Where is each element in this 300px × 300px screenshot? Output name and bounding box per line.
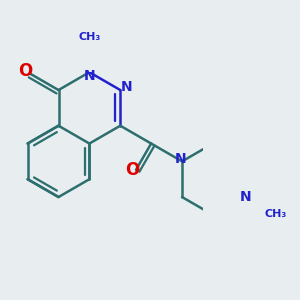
- Text: N: N: [120, 80, 132, 94]
- Text: CH₃: CH₃: [265, 209, 287, 219]
- Text: N: N: [175, 152, 187, 166]
- Text: O: O: [125, 161, 140, 179]
- Text: CH₃: CH₃: [78, 32, 100, 42]
- Text: N: N: [240, 190, 252, 204]
- Text: N: N: [84, 69, 95, 82]
- Text: O: O: [18, 62, 32, 80]
